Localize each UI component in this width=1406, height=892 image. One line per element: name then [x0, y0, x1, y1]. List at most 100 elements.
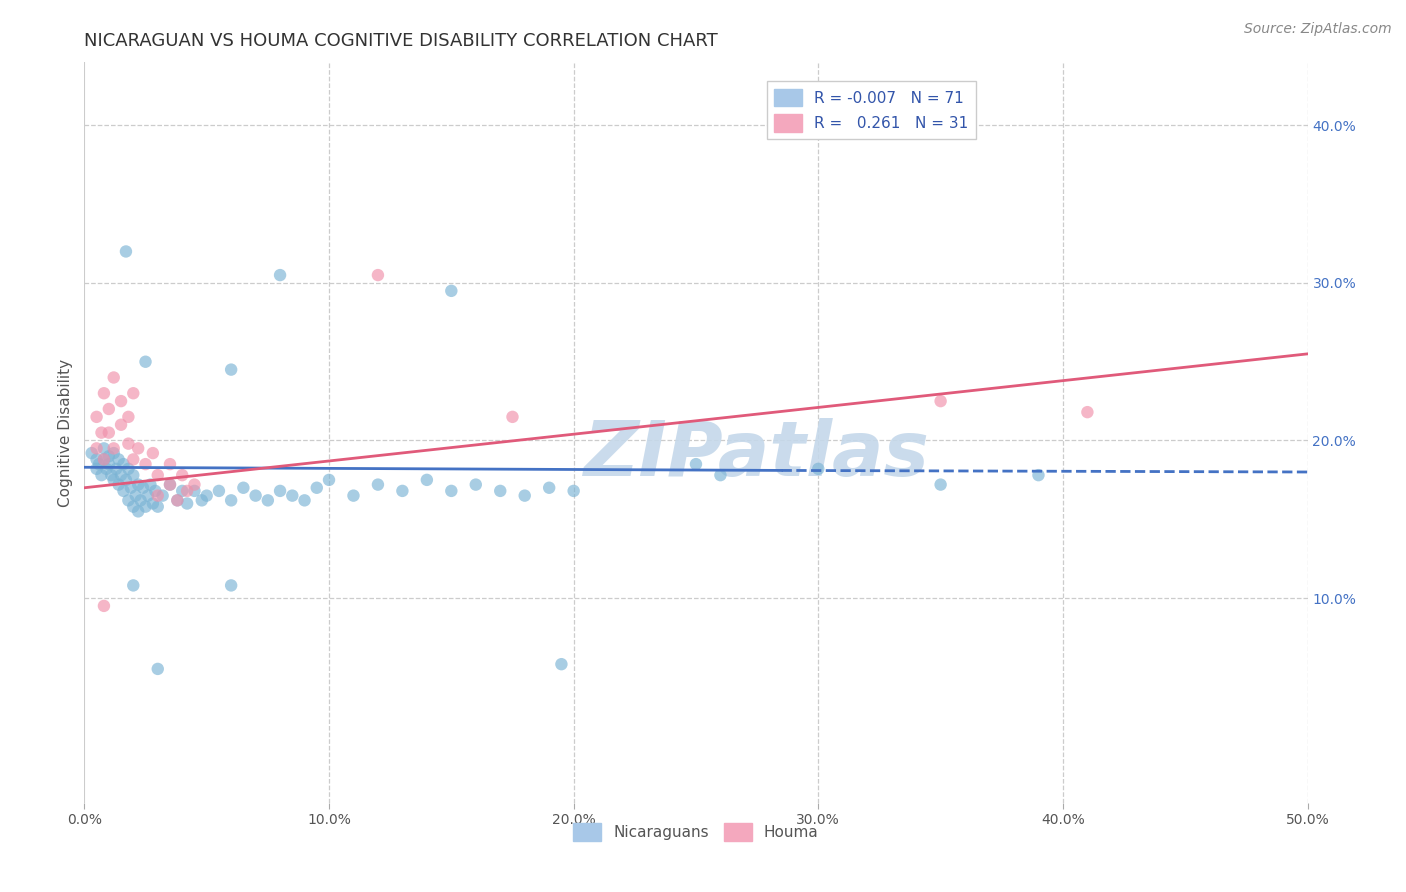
Point — [112, 457, 135, 471]
Point — [166, 493, 188, 508]
Point — [86, 442, 108, 456]
Point — [110, 394, 132, 409]
Point — [305, 481, 328, 495]
Point — [176, 496, 198, 510]
Point — [127, 442, 149, 456]
Point — [159, 477, 181, 491]
Point — [929, 477, 952, 491]
Point — [97, 457, 120, 471]
Point — [183, 483, 205, 498]
Point — [93, 599, 115, 613]
Point — [929, 394, 952, 409]
Point — [191, 493, 214, 508]
Point — [142, 446, 165, 460]
Point — [117, 462, 139, 476]
Point — [318, 473, 340, 487]
Point — [115, 473, 138, 487]
Point — [122, 452, 145, 467]
Y-axis label: Cognitive Disability: Cognitive Disability — [58, 359, 73, 507]
Point — [245, 489, 267, 503]
Point — [269, 483, 291, 498]
Point — [86, 452, 108, 467]
Point — [103, 442, 125, 456]
Point — [96, 462, 118, 476]
Point — [110, 468, 132, 483]
Point — [103, 473, 125, 487]
Point — [159, 457, 181, 471]
Text: NICARAGUAN VS HOUMA COGNITIVE DISABILITY CORRELATION CHART: NICARAGUAN VS HOUMA COGNITIVE DISABILITY… — [84, 32, 718, 50]
Point — [440, 284, 463, 298]
Point — [257, 493, 280, 508]
Point — [159, 477, 181, 491]
Point — [107, 477, 129, 491]
Point — [112, 483, 135, 498]
Text: Source: ZipAtlas.com: Source: ZipAtlas.com — [1244, 22, 1392, 37]
Point — [367, 268, 389, 282]
Point — [97, 449, 120, 463]
Point — [219, 578, 242, 592]
Point — [709, 468, 731, 483]
Point — [685, 457, 707, 471]
Legend: Nicaraguans, Houma: Nicaraguans, Houma — [567, 817, 825, 847]
Point — [103, 370, 125, 384]
Point — [172, 468, 194, 483]
Point — [86, 409, 108, 424]
Point — [103, 446, 125, 460]
Point — [127, 477, 149, 491]
Point — [105, 462, 128, 476]
Point — [107, 452, 129, 467]
Point — [367, 477, 389, 491]
Point — [110, 417, 132, 432]
Point — [342, 489, 364, 503]
Point — [143, 483, 166, 498]
Point — [294, 493, 316, 508]
Point — [538, 481, 561, 495]
Point — [122, 468, 145, 483]
Point — [132, 481, 155, 495]
Point — [502, 409, 524, 424]
Point — [115, 244, 138, 259]
Point — [513, 489, 536, 503]
Point — [269, 268, 291, 282]
Point — [120, 481, 142, 495]
Point — [219, 493, 242, 508]
Point — [146, 489, 169, 503]
Point — [176, 483, 198, 498]
Point — [562, 483, 585, 498]
Point — [440, 483, 463, 498]
Point — [232, 481, 254, 495]
Point — [93, 452, 115, 467]
Point — [93, 452, 115, 467]
Point — [166, 493, 188, 508]
Point — [550, 657, 572, 672]
Point — [807, 462, 830, 476]
Point — [1076, 405, 1098, 419]
Point — [172, 483, 194, 498]
Point — [416, 473, 439, 487]
Point — [135, 457, 157, 471]
Point — [135, 500, 157, 514]
Point — [97, 402, 120, 417]
Point — [208, 483, 231, 498]
Point — [146, 468, 169, 483]
Point — [142, 496, 165, 510]
Point — [152, 489, 174, 503]
Point — [117, 409, 139, 424]
Point — [117, 436, 139, 450]
Point — [1028, 468, 1050, 483]
Point — [489, 483, 512, 498]
Point — [129, 493, 152, 508]
Point — [195, 489, 218, 503]
Point — [464, 477, 486, 491]
Point — [183, 477, 205, 491]
Point — [146, 662, 169, 676]
Point — [93, 386, 115, 401]
Point — [122, 500, 145, 514]
Point — [97, 425, 120, 440]
Point — [100, 468, 122, 483]
Point — [127, 504, 149, 518]
Point — [219, 362, 242, 376]
Point — [122, 578, 145, 592]
Point — [87, 457, 110, 471]
Point — [146, 500, 169, 514]
